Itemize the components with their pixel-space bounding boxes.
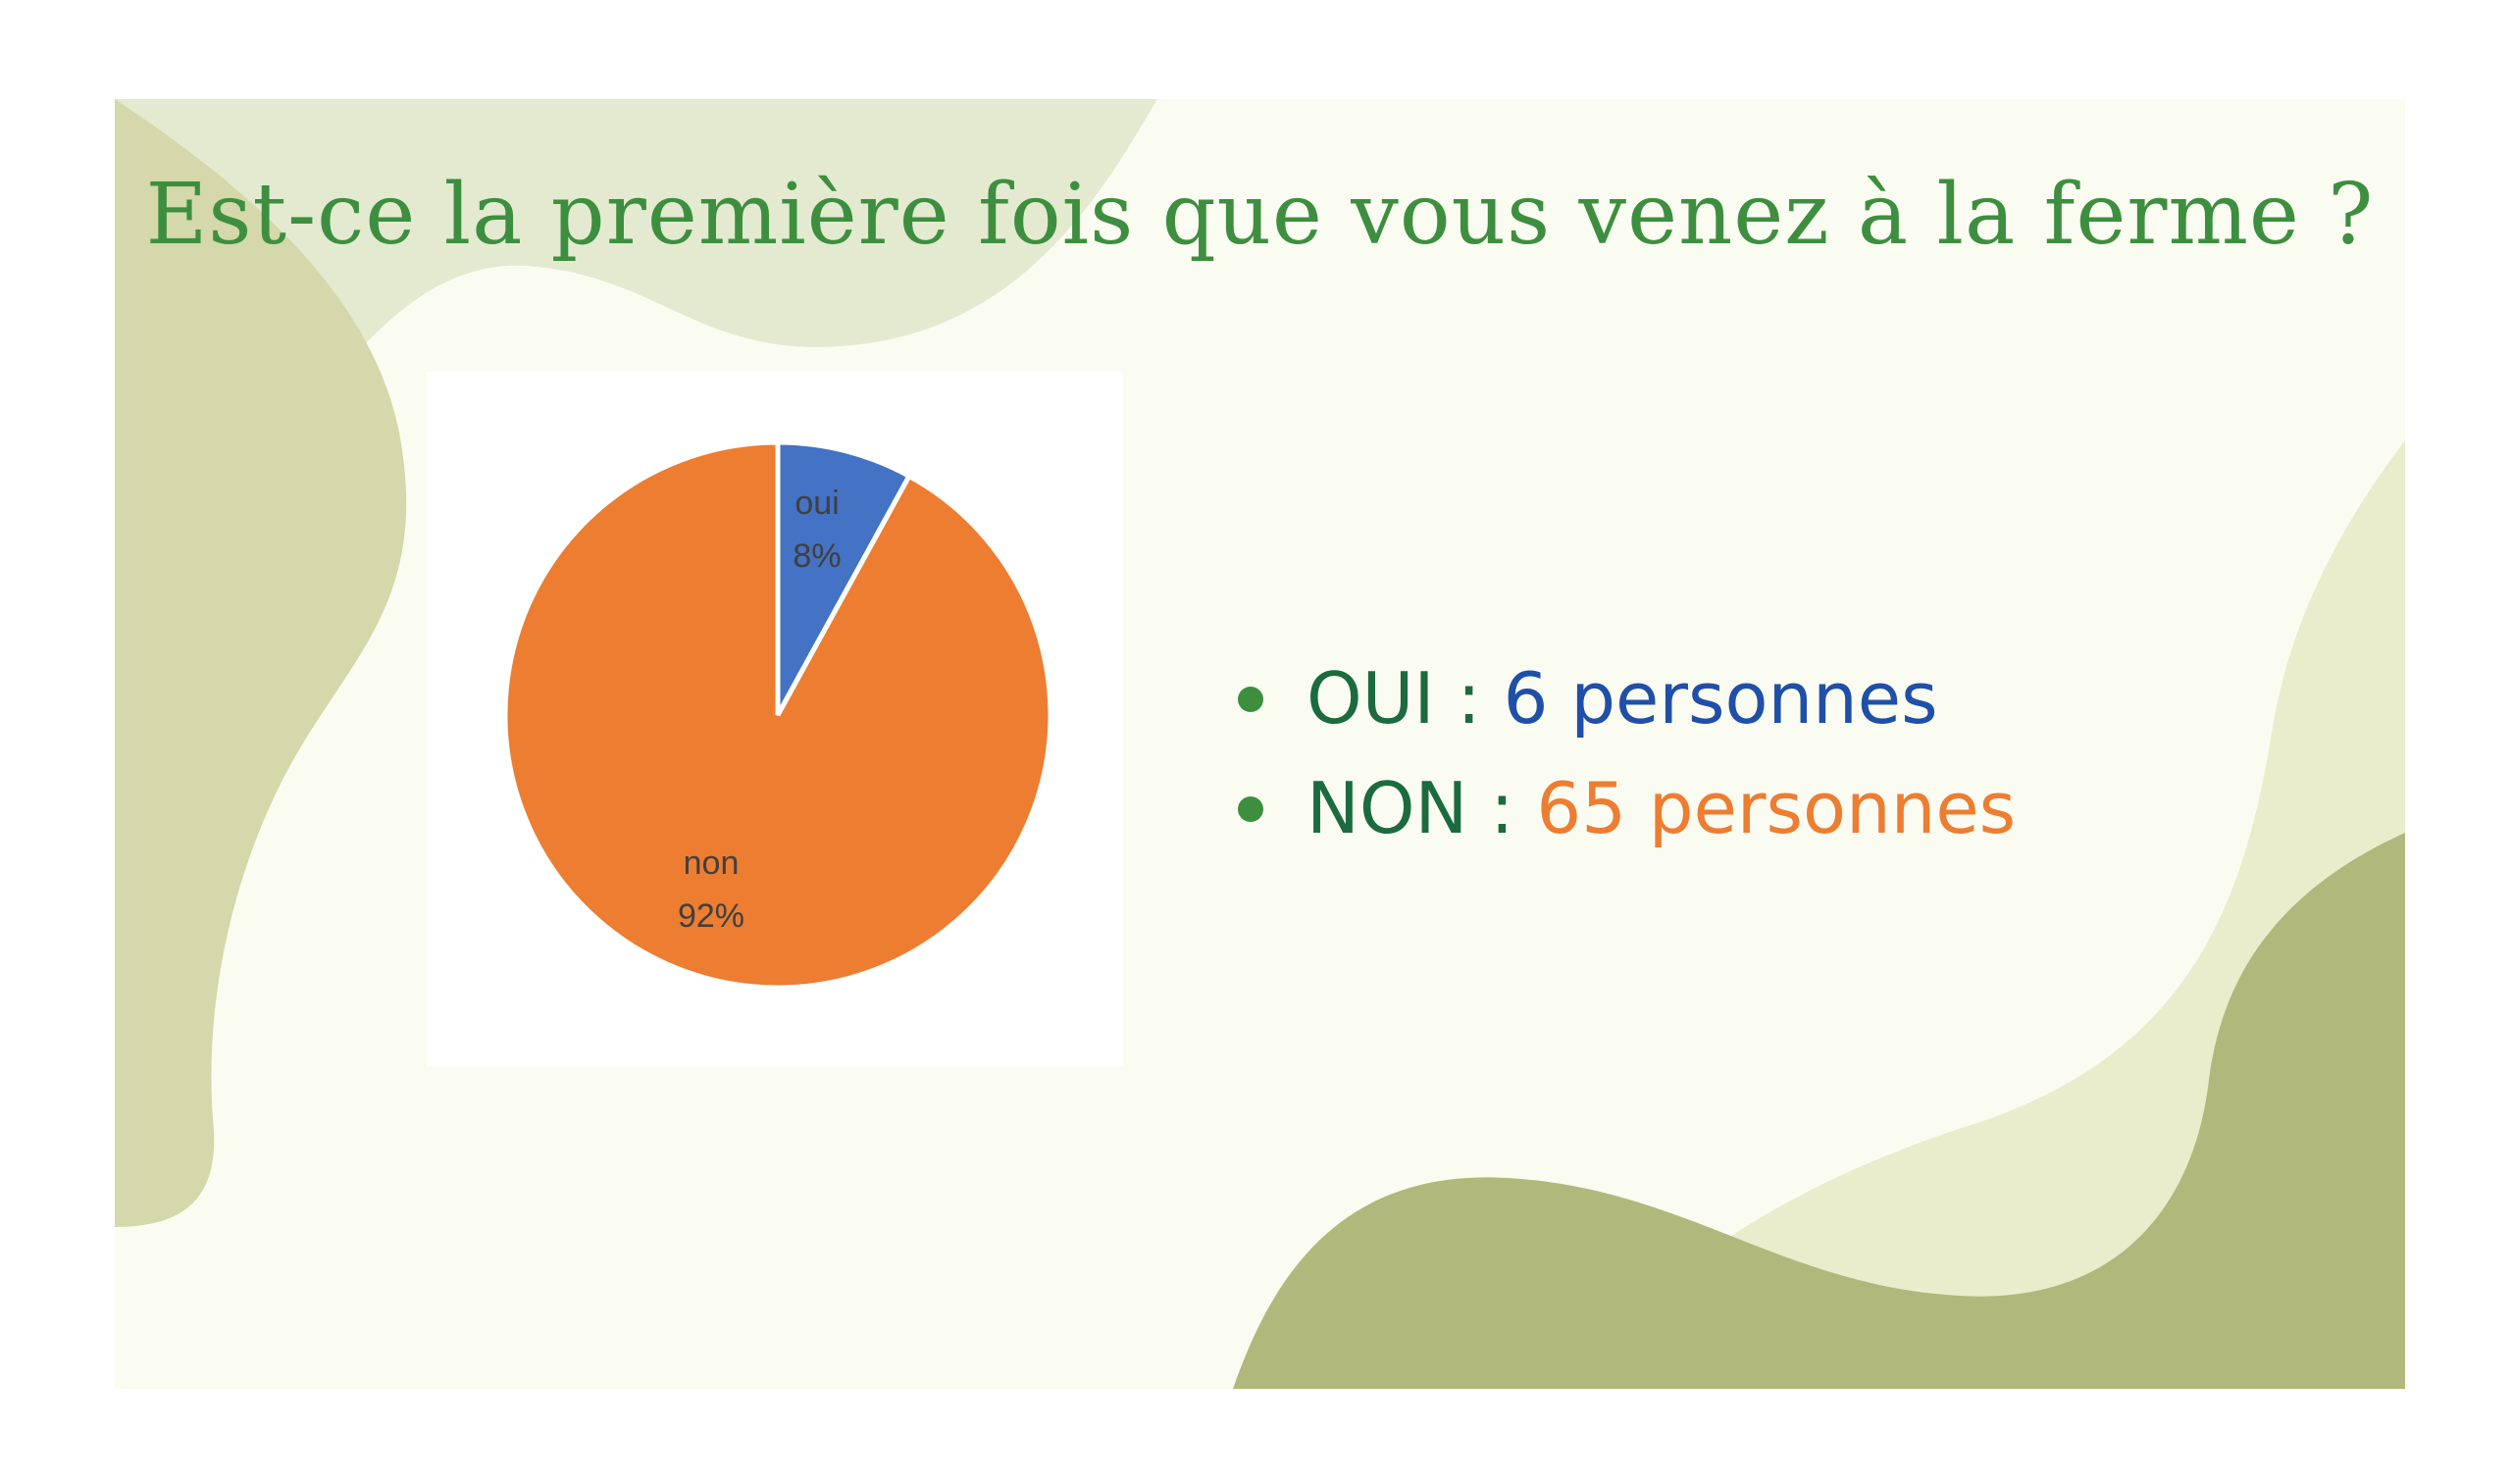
background-decoration xyxy=(115,99,2405,1389)
bullet-icon xyxy=(1238,687,1263,712)
pie-chart-panel: oui 8% non 92% xyxy=(427,372,1123,1066)
summary-label: NON : xyxy=(1307,767,1537,849)
left-dark-blob xyxy=(115,99,407,1227)
summary-label: OUI : xyxy=(1307,657,1504,740)
pie-chart: oui 8% non 92% xyxy=(502,439,1053,991)
top-left-light-blob xyxy=(115,99,1157,393)
summary-value: 6 personnes xyxy=(1503,657,1938,740)
summary-item-non: NON : 65 personnes xyxy=(1238,753,2016,863)
slide-title: Est-ce la première fois que vous venez à… xyxy=(145,166,2375,264)
pie-slice-oui xyxy=(775,439,913,717)
slide: Est-ce la première fois que vous venez à… xyxy=(115,99,2405,1389)
slice-label-percent: 92% xyxy=(678,897,744,935)
summary-value: 65 personnes xyxy=(1536,767,2017,849)
summary-list: OUI : 6 personnes NON : 65 personnes xyxy=(1238,643,2016,863)
pie-slice-non xyxy=(502,439,1053,991)
slice-label-name: oui xyxy=(794,485,839,522)
bottom-right-dark-blob xyxy=(1233,833,2405,1389)
summary-item-oui: OUI : 6 personnes xyxy=(1238,643,2016,753)
slice-label-percent: 8% xyxy=(793,537,841,575)
slice-label-name: non xyxy=(684,844,740,882)
bullet-icon xyxy=(1238,796,1263,822)
